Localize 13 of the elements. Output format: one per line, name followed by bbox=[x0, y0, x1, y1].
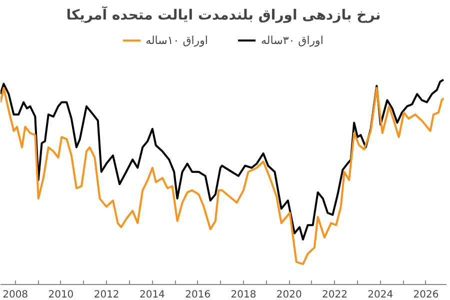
x-tick-label: 2012 bbox=[94, 290, 120, 300]
chart-title: نرخ بازدهی اوراق بلندمدت ایالت متحده آمریکا bbox=[66, 6, 381, 24]
legend-label: اوراق ۳۰ساله bbox=[261, 34, 324, 46]
x-tick-label: 2024 bbox=[368, 290, 394, 300]
x-tick-label: 2026 bbox=[413, 290, 439, 300]
x-tick-label: 2018 bbox=[230, 290, 256, 300]
x-tick-label: 2016 bbox=[185, 290, 211, 300]
x-tick-label: 2020 bbox=[276, 290, 302, 300]
x-tick-label: 2014 bbox=[139, 290, 165, 300]
x-tick-label: 2008 bbox=[2, 290, 28, 300]
legend-label: اوراق ۱۰ساله bbox=[146, 34, 208, 46]
x-tick-label: 2022 bbox=[322, 290, 348, 300]
x-tick-label: 2010 bbox=[48, 290, 74, 300]
